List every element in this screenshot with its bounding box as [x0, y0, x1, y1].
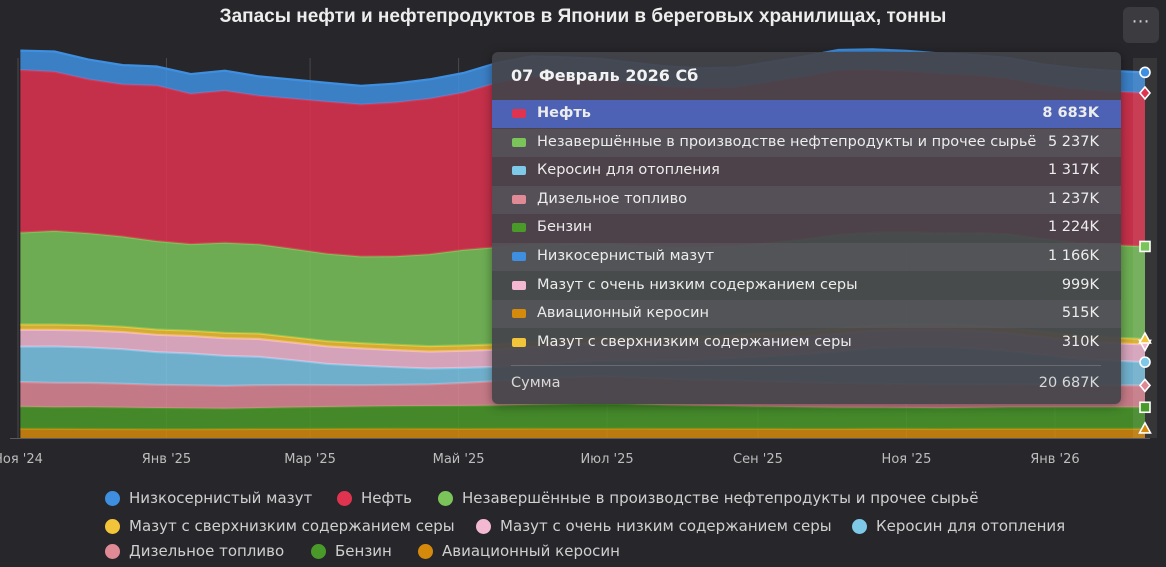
tooltip-series-name: Керосин для отопления [537, 162, 720, 179]
chart-menu-button[interactable]: ⋯ [1123, 7, 1159, 43]
tooltip-row: Нефть 8 683K [492, 100, 1121, 128]
x-axis: Ноя '24 Янв '25 Мар '25 Май '25 Июл '25 Сен '… [0, 438, 1150, 467]
legend-label: Бензин [335, 542, 392, 560]
legend-dot [337, 491, 352, 506]
x-tick-label: Ноя '25 [882, 452, 932, 467]
end-marker [1138, 378, 1152, 393]
tooltip-swatch [512, 309, 526, 319]
tooltip-series-value: 8 683K [1042, 105, 1099, 121]
tooltip-divider [511, 365, 1101, 366]
tooltip-row: Мазут с сверхнизким содержанием серы 310K [492, 329, 1121, 357]
tooltip-row: Низкосернистый мазут 1 166K [492, 243, 1121, 271]
tooltip-swatch [512, 137, 526, 147]
tooltip-series-value: 310K [1061, 333, 1099, 350]
tooltip-series-value: 1 237K [1047, 190, 1099, 207]
tooltip-row: Дизельное топливо 1 237K [492, 185, 1121, 214]
tooltip-series-name: Мазут с очень низким содержанием серы [537, 276, 858, 293]
tooltip-row: Мазут с очень низким содержанием серы 999… [492, 272, 1121, 300]
tooltip-swatch [512, 337, 526, 347]
x-tick-label: Мар '25 [284, 452, 336, 467]
legend-dot [418, 544, 433, 559]
legend-dot [105, 544, 120, 559]
tooltip-series-name: Низкосернистый мазут [537, 248, 715, 264]
tooltip-series-name: Мазут с сверхнизким содержанием серы [537, 333, 852, 350]
legend-dot [438, 491, 453, 506]
legend-label: Дизельное топливо [129, 542, 285, 560]
tooltip-series-name: Авиационный керосин [537, 305, 710, 322]
tooltip-row: Авиационный керосин 515K [492, 300, 1121, 329]
tooltip-row: Незавершённые в производстве нефтепродук… [492, 128, 1121, 157]
tooltip-sum-value: 20 687K [1038, 375, 1099, 391]
end-marker [1138, 331, 1152, 344]
x-tick-label: Янв '25 [142, 452, 191, 467]
end-marker [1139, 66, 1151, 79]
tooltip-swatch [512, 166, 526, 176]
legend-dot [105, 519, 120, 534]
tooltip-series-name: Бензин [537, 219, 592, 236]
tooltip-row: Бензин 1 224K [492, 214, 1121, 242]
x-tick-label: Май '25 [433, 452, 485, 467]
tooltip-swatch [512, 252, 526, 261]
tooltip-row: Керосин для отопления 1 317K [492, 157, 1121, 185]
end-marker [1139, 356, 1151, 368]
tooltip-series-value: 999K [1061, 276, 1099, 293]
tooltip-swatch [512, 223, 526, 233]
legend-label: Мазут с сверхнизким содержанием серы [129, 517, 455, 535]
chart-title: Запасы нефти и нефтепродуктов в Японии в… [219, 6, 947, 27]
legend-dot [105, 491, 120, 506]
tooltip-sum-label: Сумма [511, 375, 561, 391]
legend-label: Нефть [361, 489, 412, 507]
tooltip-series-value: 515K [1061, 305, 1099, 322]
x-tick-label: Янв '26 [1030, 452, 1079, 467]
tooltip-series-value: 1 166K [1047, 248, 1099, 264]
tooltip-series-value: 1 317K [1047, 162, 1099, 179]
legend-label: Незавершённые в производстве нефтепродук… [462, 489, 979, 507]
tooltip-swatch [512, 280, 526, 290]
x-tick-label: Июл '25 [580, 452, 633, 467]
tooltip-series-name: Нефть [537, 105, 591, 121]
end-marker [1139, 240, 1151, 253]
legend-label: Авиационный керосин [442, 542, 620, 560]
legend-dot [476, 519, 491, 534]
tooltip-series-name: Дизельное топливо [537, 190, 687, 207]
tooltip-series-name: Незавершённые в производстве нефтепродук… [537, 133, 1037, 150]
legend-dot [311, 544, 326, 559]
legend-label: Мазут с очень низким содержанием серы [500, 517, 832, 535]
x-tick-label: Ноя '24 [0, 452, 43, 467]
tooltip-swatch [512, 194, 526, 204]
end-marker [1138, 85, 1152, 101]
legend-label: Низкосернистый мазут [129, 489, 313, 507]
end-marker [1139, 401, 1151, 414]
x-tick-label: Сен '25 [733, 452, 783, 467]
tooltip-date: 07 Февраль 2026 Сб [511, 66, 699, 85]
area-бензин[interactable] [20, 403, 1145, 430]
end-markers [1138, 66, 1152, 434]
tooltip-swatch [512, 109, 526, 118]
end-marker [1138, 421, 1152, 434]
area-авиационный-керосин[interactable] [20, 428, 1145, 438]
legend-label: Керосин для отопления [876, 517, 1066, 535]
tooltip-series-value: 5 237K [1047, 133, 1099, 150]
legend-dot [852, 519, 867, 534]
hover-tooltip: 07 Февраль 2026 Сб Нефть 8 683K Незавершён… [492, 52, 1121, 404]
tooltip-series-value: 1 224K [1047, 219, 1099, 236]
